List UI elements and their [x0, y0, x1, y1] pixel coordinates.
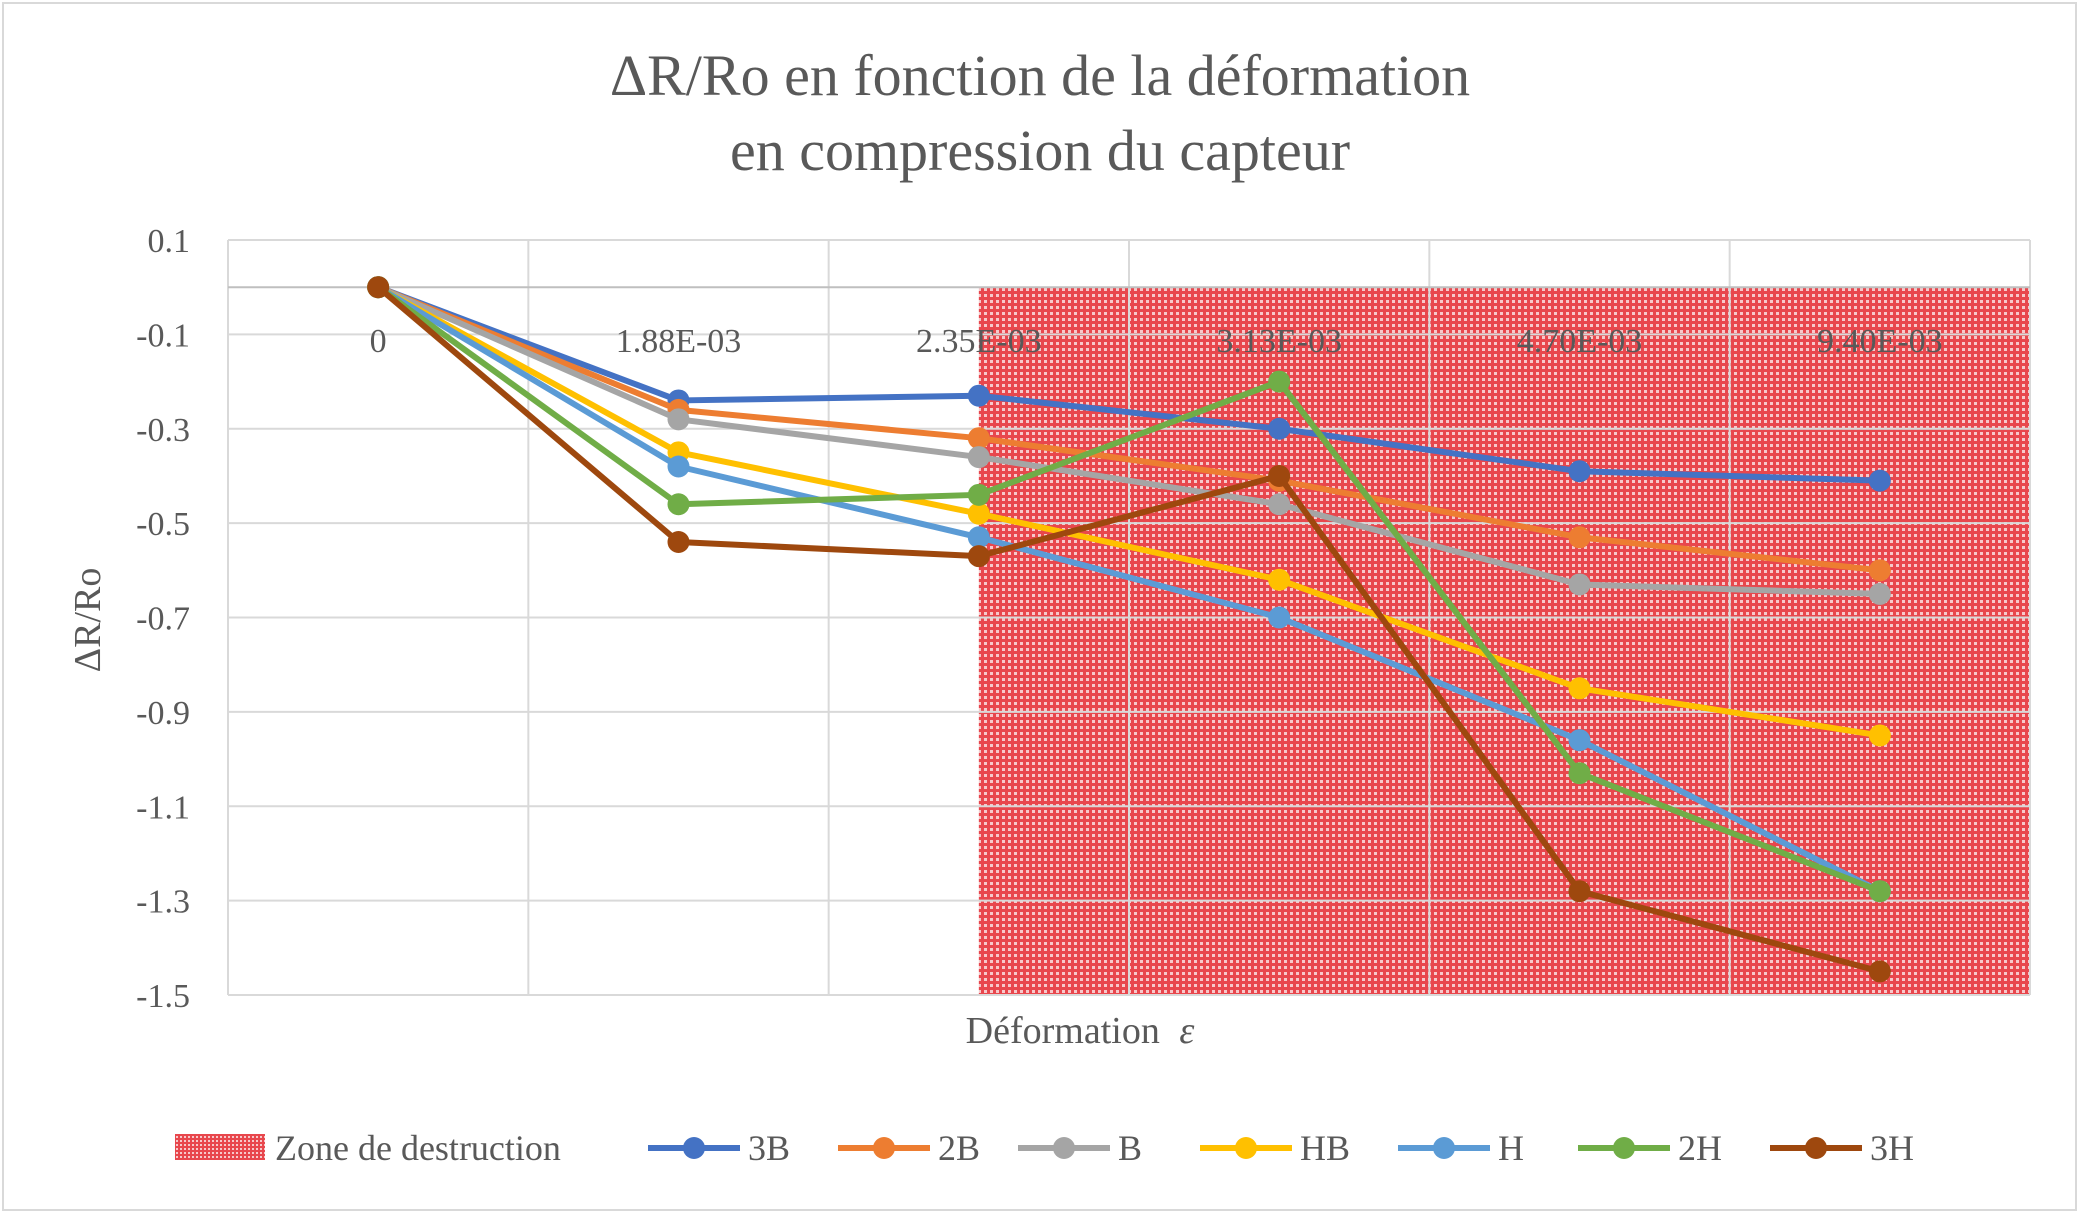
- legend-marker-HB: [1235, 1137, 1257, 1159]
- legend-label-B: B: [1118, 1128, 1142, 1168]
- x-axis-title: Déformation ε: [966, 1010, 1195, 1052]
- y-tick-label: -0.5: [136, 506, 190, 543]
- legend-label-HB: HB: [1300, 1128, 1350, 1168]
- data-point: [367, 276, 390, 299]
- legend-marker-3B: [683, 1137, 705, 1159]
- legend-label-H: H: [1498, 1128, 1524, 1168]
- y-tick-label: -0.3: [136, 412, 190, 449]
- x-tick-label: 0: [370, 323, 387, 360]
- series-line: [376, 284, 1881, 739]
- legend-label-3B: 3B: [748, 1128, 790, 1168]
- x-tick-label: 1.88E-03: [616, 323, 742, 360]
- series-line: [377, 284, 1881, 574]
- data-point: [1268, 464, 1291, 487]
- series-line: [377, 284, 1880, 484]
- data-point: [667, 455, 690, 478]
- legend-label-3H: 3H: [1870, 1128, 1914, 1168]
- x-axis-title-main: Déformation: [966, 1010, 1160, 1052]
- data-point: [667, 493, 690, 516]
- data-point: [1268, 606, 1291, 629]
- legend-label-2B: 2B: [938, 1128, 980, 1168]
- data-point: [1868, 880, 1891, 903]
- data-point: [967, 384, 990, 407]
- data-point: [1268, 568, 1291, 591]
- data-point: [1268, 370, 1291, 393]
- y-tick-label: -0.1: [136, 317, 190, 354]
- data-point: [967, 483, 990, 506]
- legend-label-zone: Zone de destruction: [275, 1128, 561, 1168]
- data-point: [1868, 559, 1891, 582]
- data-point: [667, 408, 690, 431]
- data-point: [967, 526, 990, 549]
- data-point: [1568, 460, 1591, 483]
- legend-marker-2H: [1613, 1137, 1635, 1159]
- series-line: [376, 284, 1880, 597]
- legend-marker-H: [1433, 1137, 1455, 1159]
- data-point: [1568, 880, 1591, 903]
- y-tick-label: -1.5: [136, 978, 190, 1015]
- x-axis-title-symbol: ε: [1179, 1010, 1194, 1052]
- data-point: [967, 427, 990, 450]
- x-tick-label: 4.70E-03: [1517, 323, 1643, 360]
- y-axis-title: ΔR/Ro: [67, 568, 109, 673]
- data-point: [1568, 526, 1591, 549]
- data-point: [1868, 469, 1891, 492]
- x-tick-label: 3.13E-03: [1216, 323, 1342, 360]
- legend: Zone de destruction 3B 2B B HB H 2H 3H: [175, 1128, 1914, 1168]
- chart-title-line2: en compression du capteur: [730, 118, 1350, 183]
- data-point: [967, 502, 990, 525]
- y-tick-label: -0.7: [136, 601, 190, 638]
- legend-marker-B: [1053, 1137, 1075, 1159]
- series-line: [376, 284, 1881, 894]
- series-line: [376, 284, 1881, 975]
- legend-marker-2B: [873, 1137, 895, 1159]
- data-point: [667, 531, 690, 553]
- data-point: [1268, 417, 1291, 440]
- data-point: [1568, 573, 1591, 596]
- legend-swatch-zone: [175, 1134, 265, 1160]
- series-2H: [367, 276, 1891, 903]
- data-point: [967, 446, 990, 469]
- y-tick-label: -0.9: [136, 695, 190, 732]
- data-point: [1868, 582, 1891, 605]
- legend-marker-3H: [1805, 1137, 1827, 1159]
- y-tick-label: -1.3: [136, 884, 190, 921]
- data-point: [1568, 762, 1591, 785]
- series-line: [376, 284, 1882, 894]
- x-tick-label: 2.35E-03: [916, 323, 1042, 360]
- legend-label-2H: 2H: [1678, 1128, 1722, 1168]
- y-tick-label: 0.1: [148, 223, 191, 260]
- data-point: [1868, 724, 1891, 747]
- data-point: [1868, 960, 1891, 983]
- data-point: [967, 545, 990, 568]
- data-point: [1268, 493, 1291, 516]
- y-tick-label: -1.1: [136, 789, 190, 826]
- series-3H: [367, 276, 1891, 983]
- data-point: [1568, 729, 1591, 752]
- x-tick-label: 9.40E-03: [1817, 323, 1943, 360]
- data-point: [1568, 677, 1591, 700]
- chart-title-line1: ΔR/Ro en fonction de la déformation: [610, 43, 1470, 108]
